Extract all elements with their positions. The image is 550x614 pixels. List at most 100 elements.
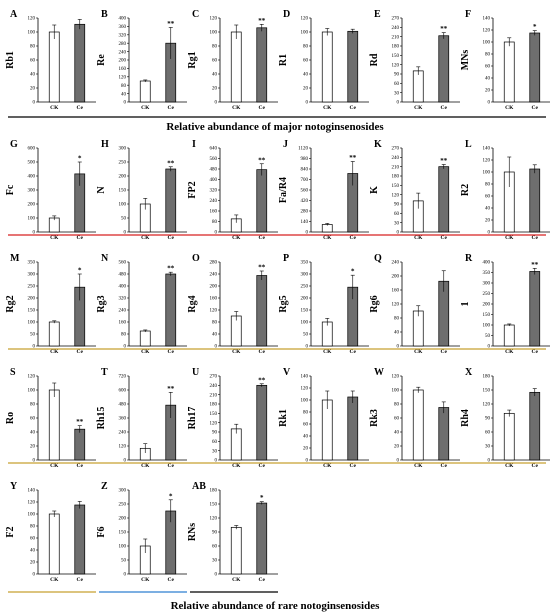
- x-tick-label-i: Ce: [259, 235, 266, 241]
- bar-ce-c: [256, 27, 268, 103]
- y-axis-label-g: Fc: [5, 184, 16, 195]
- panel-b: B Re 0 40 80 120 160 200 240 280 320 360 400 CK Ce **: [96, 9, 187, 111]
- y-tick-label-e: 30: [394, 91, 400, 96]
- panel-letter-j: J: [283, 139, 288, 150]
- y-tick-label-q: 120: [392, 303, 400, 308]
- panel-letter-m: M: [10, 253, 20, 264]
- y-tick-label-l: 140: [483, 147, 491, 152]
- x-tick-label-d: CK: [323, 105, 332, 111]
- y-tick-label-e: 210: [392, 35, 400, 40]
- y-tick-label-c: 40: [212, 73, 218, 78]
- y-axis-label-ab: RNs: [187, 523, 198, 541]
- y-tick-label-c: 80: [212, 45, 218, 50]
- x-tick-label-o: Ce: [259, 349, 266, 355]
- bar-ce-i: [256, 169, 268, 233]
- bar-ce-a: [74, 23, 86, 103]
- y-tick-label-m: 250: [28, 285, 36, 290]
- y-tick-label-u: 210: [210, 393, 218, 398]
- y-tick-label-s: 100: [28, 389, 36, 394]
- x-tick-label-h: CK: [141, 235, 150, 241]
- y-tick-label-a: 120: [28, 17, 36, 22]
- panel-letter-u: U: [192, 367, 199, 378]
- panel-letter-v: V: [283, 367, 291, 378]
- significance-mark-c: **: [258, 17, 266, 25]
- y-tick-label-u: 150: [210, 412, 218, 417]
- y-tick-label-f: 120: [483, 29, 491, 34]
- y-tick-label-x: 90: [485, 417, 491, 422]
- y-tick-label-a: 60: [30, 59, 36, 64]
- y-tick-label-m: 0: [33, 345, 36, 350]
- y-tick-label-a: 40: [30, 73, 36, 78]
- panel-l: L R2 0 20 40 60 80 100 120 140 CK Ce: [460, 139, 550, 241]
- y-axis-label-s: Ro: [5, 412, 16, 424]
- panel-letter-g: G: [10, 139, 18, 150]
- panel-letter-h: H: [101, 139, 109, 150]
- y-tick-label-u: 30: [212, 449, 218, 454]
- y-tick-label-i: 160: [210, 210, 218, 215]
- y-tick-label-p: 150: [301, 309, 309, 314]
- y-tick-label-i: 80: [212, 220, 218, 225]
- panel-letter-n: N: [101, 253, 109, 264]
- bar-ck-m: [48, 321, 60, 347]
- panel-r: R 1 0 50 100 150 200 250 300 350 400 CK Ce **: [460, 253, 550, 355]
- section-title-rare: Relative abundance of rare notoginsenosi…: [171, 600, 381, 612]
- x-tick-label-d: Ce: [350, 105, 357, 111]
- y-tick-label-t: 0: [124, 459, 127, 464]
- significance-mark-n: **: [167, 265, 175, 273]
- bar-ck-e: [412, 70, 424, 103]
- y-tick-label-j: 1120: [298, 147, 308, 152]
- y-tick-label-u: 240: [210, 384, 218, 389]
- y-tick-label-t: 120: [119, 445, 127, 450]
- y-tick-label-l: 20: [485, 219, 491, 224]
- y-tick-label-n: 160: [119, 321, 127, 326]
- y-tick-label-j: 560: [301, 189, 309, 194]
- y-tick-label-q: 240: [392, 261, 400, 266]
- significance-mark-ab: *: [260, 494, 264, 502]
- y-tick-label-n: 480: [119, 273, 127, 278]
- y-tick-label-i: 560: [210, 157, 218, 162]
- bar-ce-f: [529, 32, 541, 103]
- y-tick-label-y: 20: [30, 561, 36, 566]
- x-tick-label-ab: Ce: [259, 577, 266, 583]
- y-tick-label-c: 60: [212, 59, 218, 64]
- y-tick-label-v: 40: [303, 435, 309, 440]
- x-tick-label-z: Ce: [168, 577, 175, 583]
- y-tick-label-j: 700: [301, 178, 309, 183]
- y-tick-label-z: 0: [124, 573, 127, 578]
- y-tick-label-c: 20: [212, 87, 218, 92]
- bar-ce-v: [347, 396, 359, 461]
- y-tick-label-k: 150: [392, 184, 400, 189]
- y-tick-label-q: 160: [392, 289, 400, 294]
- y-axis-label-n: Rg3: [96, 295, 107, 312]
- bar-ce-o: [256, 275, 268, 347]
- y-tick-label-b: 160: [119, 67, 127, 72]
- y-tick-label-b: 80: [121, 84, 127, 89]
- y-tick-label-s: 0: [33, 459, 36, 464]
- significance-mark-o: **: [258, 264, 266, 272]
- y-tick-label-h: 300: [119, 147, 127, 152]
- x-tick-label-m: CK: [50, 349, 59, 355]
- y-tick-label-n: 560: [119, 261, 127, 266]
- y-tick-label-h: 150: [119, 189, 127, 194]
- y-tick-label-u: 270: [210, 375, 218, 380]
- y-tick-label-g: 400: [28, 175, 36, 180]
- y-tick-label-d: 40: [303, 73, 309, 78]
- x-tick-label-n: Ce: [168, 349, 175, 355]
- panel-k: K K 0 30 60 90 120 150 180 210 240 270 CK Ce **: [369, 139, 460, 241]
- x-tick-label-j: Ce: [350, 235, 357, 241]
- panel-n: N Rg3 0 80 160 240 320 400 480 560 CK Ce **: [96, 253, 187, 355]
- y-tick-label-q: 200: [392, 275, 400, 280]
- bar-ck-ab: [230, 526, 242, 575]
- panel-letter-c: C: [192, 9, 199, 20]
- y-axis-label-a: Rb1: [5, 51, 16, 69]
- panel-letter-b: B: [101, 9, 108, 20]
- y-tick-label-y: 140: [28, 489, 36, 494]
- separators-group: [8, 116, 546, 593]
- y-tick-label-a: 100: [28, 31, 36, 36]
- y-tick-label-h: 0: [124, 231, 127, 236]
- y-tick-label-n: 320: [119, 297, 127, 302]
- panel-a: A Rb1 0 20 40 60 80 100 120 CK Ce: [5, 9, 96, 111]
- y-tick-label-f: 20: [485, 89, 491, 94]
- y-tick-label-q: 80: [394, 317, 400, 322]
- y-tick-label-b: 240: [119, 50, 127, 55]
